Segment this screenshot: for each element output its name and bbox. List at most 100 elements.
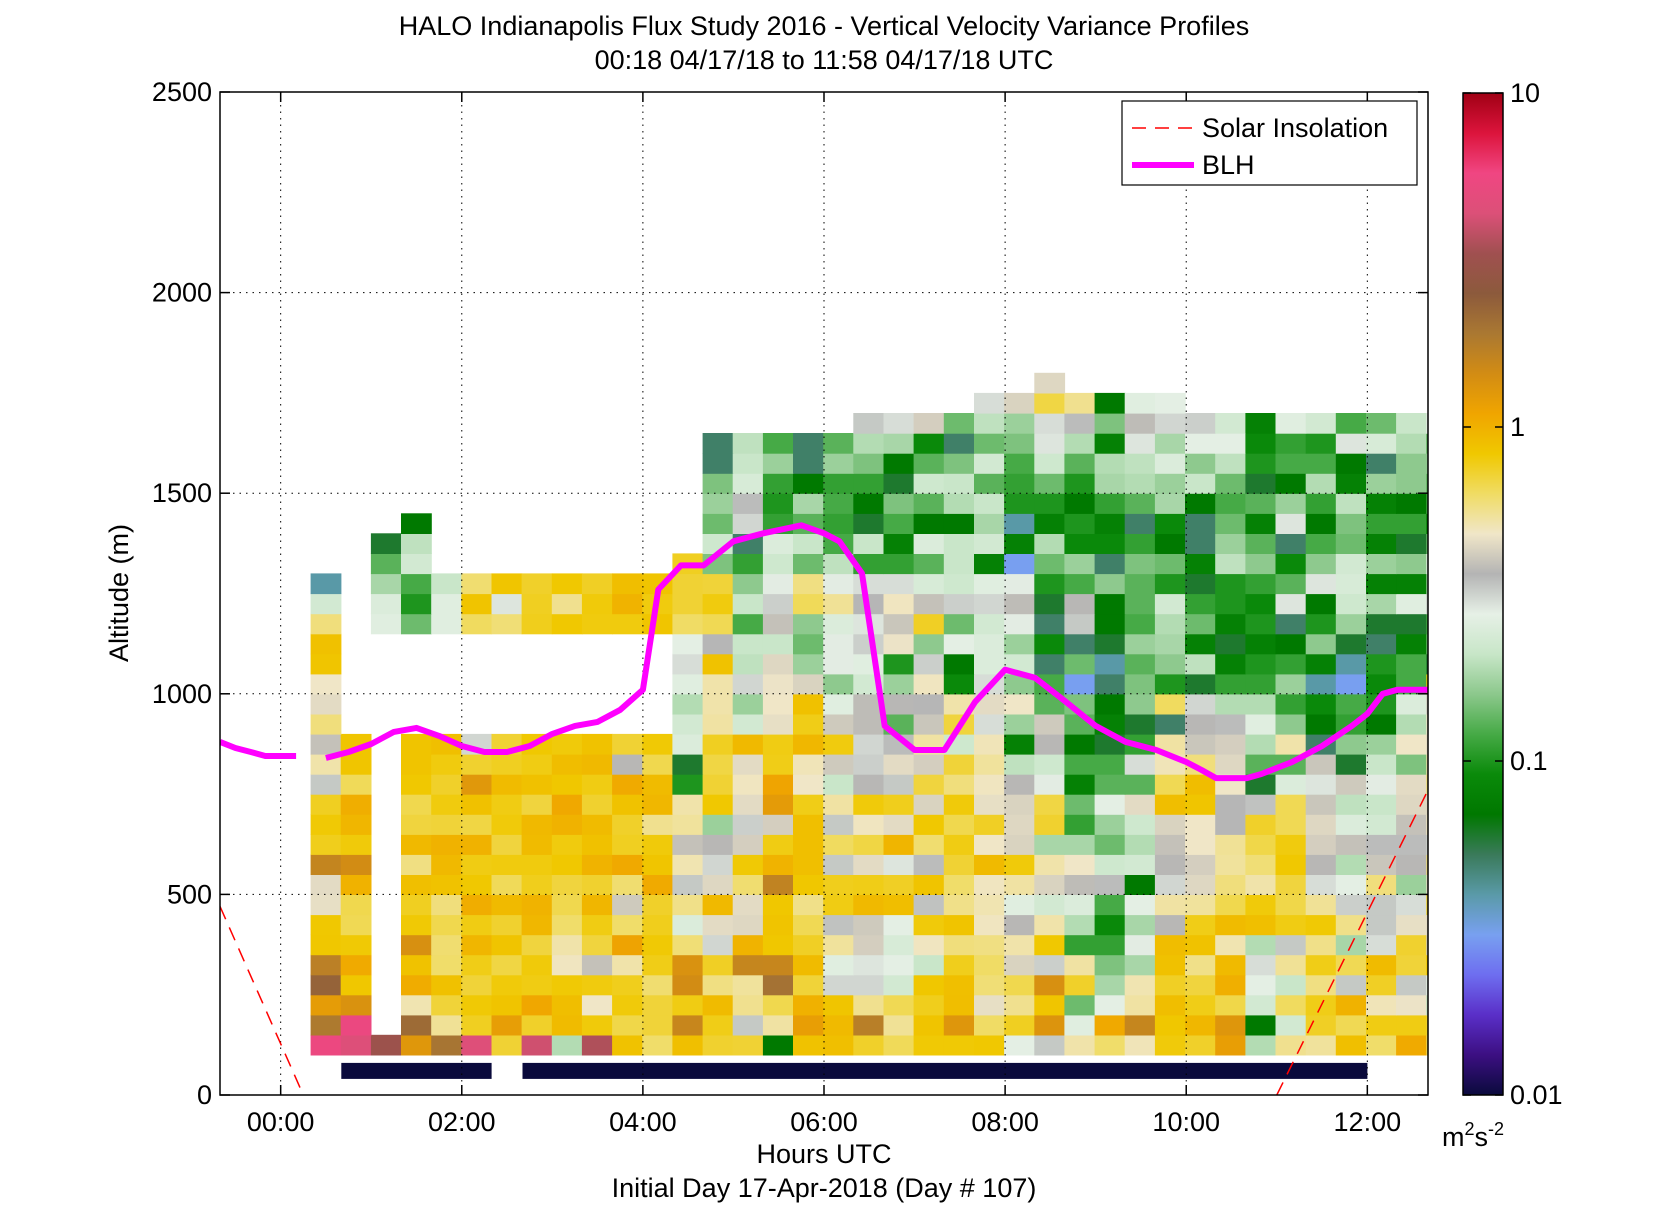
heatmap-cell bbox=[1034, 794, 1066, 815]
heatmap-cell bbox=[913, 834, 945, 855]
heatmap-cell bbox=[1607, 734, 1638, 755]
heatmap-cell bbox=[1124, 814, 1156, 835]
heatmap-cell bbox=[521, 794, 553, 815]
heatmap-cell bbox=[1607, 894, 1638, 915]
heatmap-cell bbox=[1607, 513, 1638, 534]
heatmap-cell bbox=[913, 854, 945, 875]
heatmap-cell bbox=[823, 693, 854, 715]
heatmap-cell bbox=[1577, 935, 1608, 956]
x-tick-label: 06:00 bbox=[790, 1107, 858, 1137]
heatmap-cell bbox=[672, 914, 704, 936]
heatmap-cell bbox=[1185, 613, 1216, 635]
heatmap-cell bbox=[1245, 633, 1277, 655]
heatmap-cell bbox=[1668, 594, 1679, 615]
heatmap-cell bbox=[793, 814, 824, 835]
heatmap-cell bbox=[1064, 1034, 1096, 1056]
heatmap-cell bbox=[943, 653, 975, 675]
heatmap-cell bbox=[1154, 392, 1186, 414]
heatmap-cell bbox=[702, 593, 734, 615]
heatmap-cell bbox=[883, 1034, 915, 1056]
heatmap-cell bbox=[1577, 734, 1608, 755]
heatmap-cell bbox=[672, 954, 704, 976]
heatmap-cell bbox=[401, 593, 432, 615]
heatmap-cell bbox=[1396, 513, 1427, 534]
heatmap-cell bbox=[943, 994, 975, 1016]
heatmap-cell bbox=[1275, 994, 1307, 1016]
heatmap-cell bbox=[853, 733, 885, 755]
heatmap-cell bbox=[1637, 854, 1668, 875]
heatmap-cell bbox=[612, 914, 643, 936]
heatmap-cell bbox=[431, 934, 462, 956]
heatmap-cell bbox=[1366, 553, 1397, 575]
heatmap-cell bbox=[883, 834, 915, 855]
heatmap-cell bbox=[581, 914, 613, 936]
heatmap-cell bbox=[793, 974, 824, 996]
heatmap-cell bbox=[943, 754, 975, 775]
heatmap-cell bbox=[1275, 874, 1307, 895]
heatmap-cell bbox=[1366, 453, 1397, 474]
heatmap-cell bbox=[1064, 413, 1096, 434]
heatmap-cell bbox=[1124, 914, 1156, 936]
heatmap-cell bbox=[793, 854, 824, 875]
heatmap-cell bbox=[1426, 433, 1428, 454]
heatmap-cell bbox=[702, 633, 734, 655]
heatmap-cell bbox=[401, 894, 432, 916]
heatmap-cell bbox=[762, 733, 794, 755]
heatmap-cell bbox=[943, 774, 975, 795]
heatmap-cell bbox=[1668, 1015, 1679, 1036]
heatmap-cell bbox=[1577, 493, 1608, 514]
heatmap-cell bbox=[1185, 934, 1216, 956]
heatmap-cell bbox=[1064, 754, 1096, 775]
heatmap-cell bbox=[762, 473, 794, 494]
heatmap-cell bbox=[1094, 874, 1126, 895]
heatmap-cell bbox=[853, 814, 885, 835]
heatmap-cell bbox=[913, 713, 945, 735]
heatmap-cell bbox=[974, 453, 1005, 474]
heatmap-cell bbox=[762, 573, 794, 595]
y-tick-label: 1000 bbox=[152, 679, 212, 709]
heatmap-cell bbox=[1215, 874, 1246, 895]
heatmap-cell bbox=[853, 954, 885, 976]
heatmap-cell bbox=[1577, 634, 1608, 655]
heatmap-cell bbox=[1245, 934, 1277, 956]
heatmap-cell bbox=[551, 934, 583, 956]
heatmap-cell bbox=[732, 733, 764, 755]
heatmap-cell bbox=[521, 593, 553, 615]
heatmap-cell bbox=[1517, 975, 1548, 996]
heatmap-cell bbox=[793, 934, 824, 956]
heatmap-cell bbox=[1335, 573, 1367, 595]
heatmap-cell bbox=[1094, 533, 1126, 554]
heatmap-cell bbox=[1154, 1014, 1186, 1036]
heatmap-cell bbox=[1335, 754, 1367, 775]
heatmap-cell bbox=[1637, 995, 1668, 1016]
heatmap-cell bbox=[1094, 894, 1126, 916]
heatmap-cell bbox=[1607, 694, 1638, 715]
heatmap-cell bbox=[1577, 473, 1608, 494]
heatmap-cell bbox=[1426, 453, 1428, 474]
heatmap-cell bbox=[1275, 794, 1307, 815]
heatmap-cell bbox=[1034, 433, 1066, 454]
heatmap-cell bbox=[1517, 814, 1548, 835]
heatmap-cell bbox=[551, 794, 583, 815]
heatmap-cell bbox=[1577, 814, 1608, 835]
colorbar-tick-label: 10 bbox=[1510, 78, 1540, 108]
heatmap-cell bbox=[310, 673, 342, 695]
heatmap-cell bbox=[1426, 713, 1428, 735]
heatmap-cell bbox=[1185, 593, 1216, 615]
heatmap-cell bbox=[1577, 794, 1608, 815]
heatmap-cell bbox=[1637, 834, 1668, 855]
heatmap-cell bbox=[1275, 533, 1307, 554]
heatmap-cell bbox=[974, 854, 1005, 875]
heatmap-cell bbox=[431, 1034, 462, 1056]
heatmap-cell bbox=[521, 894, 553, 916]
heatmap-cell bbox=[1245, 914, 1277, 936]
heatmap-cell bbox=[1517, 674, 1548, 695]
heatmap-cell bbox=[1034, 854, 1066, 875]
heatmap-cell bbox=[1668, 553, 1679, 574]
heatmap-cell bbox=[823, 754, 854, 775]
heatmap-cell bbox=[1154, 974, 1186, 996]
heatmap-cell bbox=[883, 573, 915, 595]
heatmap-cell bbox=[1185, 473, 1216, 494]
heatmap-cell bbox=[1215, 693, 1246, 715]
heatmap-cell bbox=[1637, 1035, 1668, 1056]
